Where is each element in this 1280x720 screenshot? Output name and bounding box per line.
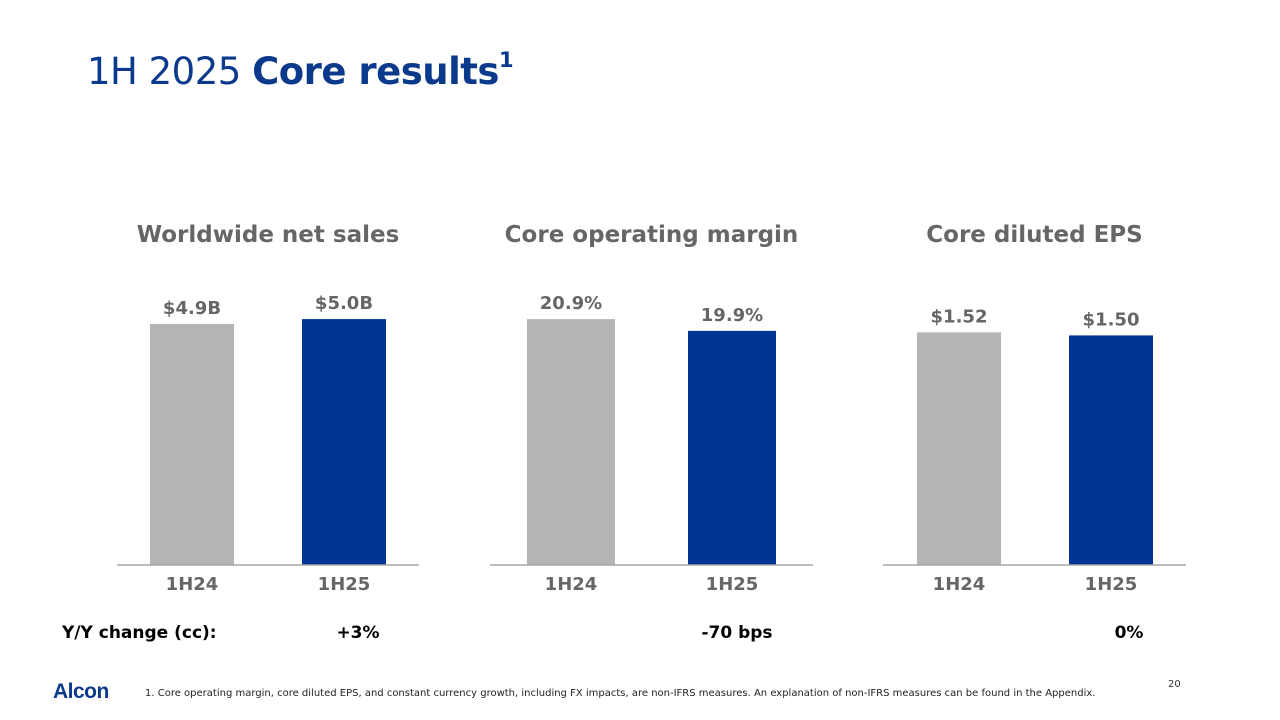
page-number: 20 — [1168, 679, 1181, 690]
bar-1h24 — [527, 319, 615, 565]
data-label: 20.9% — [540, 293, 602, 314]
bar-1h25 — [688, 330, 776, 565]
yoy-value-eps: 0% — [1114, 623, 1144, 643]
x-tick-label: 1H24 — [545, 574, 598, 595]
bar-1h25 — [1069, 335, 1153, 565]
x-tick-label: 1H25 — [1085, 574, 1138, 595]
chart-title: Core diluted EPS — [926, 222, 1143, 248]
data-label: 19.9% — [701, 305, 763, 326]
data-label: $4.9B — [163, 298, 221, 319]
x-tick-label: 1H25 — [318, 574, 371, 595]
x-tick-label: 1H24 — [166, 574, 219, 595]
x-tick-label: 1H24 — [933, 574, 986, 595]
chart-core-operating-margin: Core operating margin 20.9% 1H24 19.9% 1H25 — [490, 200, 813, 610]
yoy-value-operating-margin: -70 bps — [701, 623, 773, 643]
footnote: 1. Core operating margin, core diluted E… — [145, 688, 1096, 699]
data-label: $5.0B — [315, 293, 373, 314]
yoy-value-net-sales: +3% — [336, 623, 380, 643]
yoy-change-label: Y/Y change (cc): — [62, 623, 217, 643]
alcon-logo: Alcon — [53, 680, 109, 703]
chart-title: Core operating margin — [504, 222, 799, 248]
data-label: $1.50 — [1083, 309, 1140, 330]
chart-worldwide-net-sales: Worldwide net sales $4.9B 1H24 $5.0B 1H25 — [117, 200, 419, 610]
bar-1h24 — [917, 332, 1001, 565]
chart-svg: $4.9B 1H24 $5.0B 1H25 — [117, 293, 419, 595]
bar-1h25 — [302, 319, 386, 565]
chart-title: Worldwide net sales — [136, 222, 400, 248]
bar-1h24 — [150, 324, 234, 565]
page-title: 1H 2025 Core results1 — [87, 47, 514, 93]
chart-svg: 20.9% 1H24 19.9% 1H25 — [490, 293, 813, 595]
chart-core-diluted-eps: Core diluted EPS $1.52 1H24 $1.50 1H25 — [883, 200, 1186, 610]
chart-svg: $1.52 1H24 $1.50 1H25 — [883, 306, 1186, 595]
x-tick-label: 1H25 — [706, 574, 759, 595]
data-label: $1.52 — [931, 306, 988, 327]
